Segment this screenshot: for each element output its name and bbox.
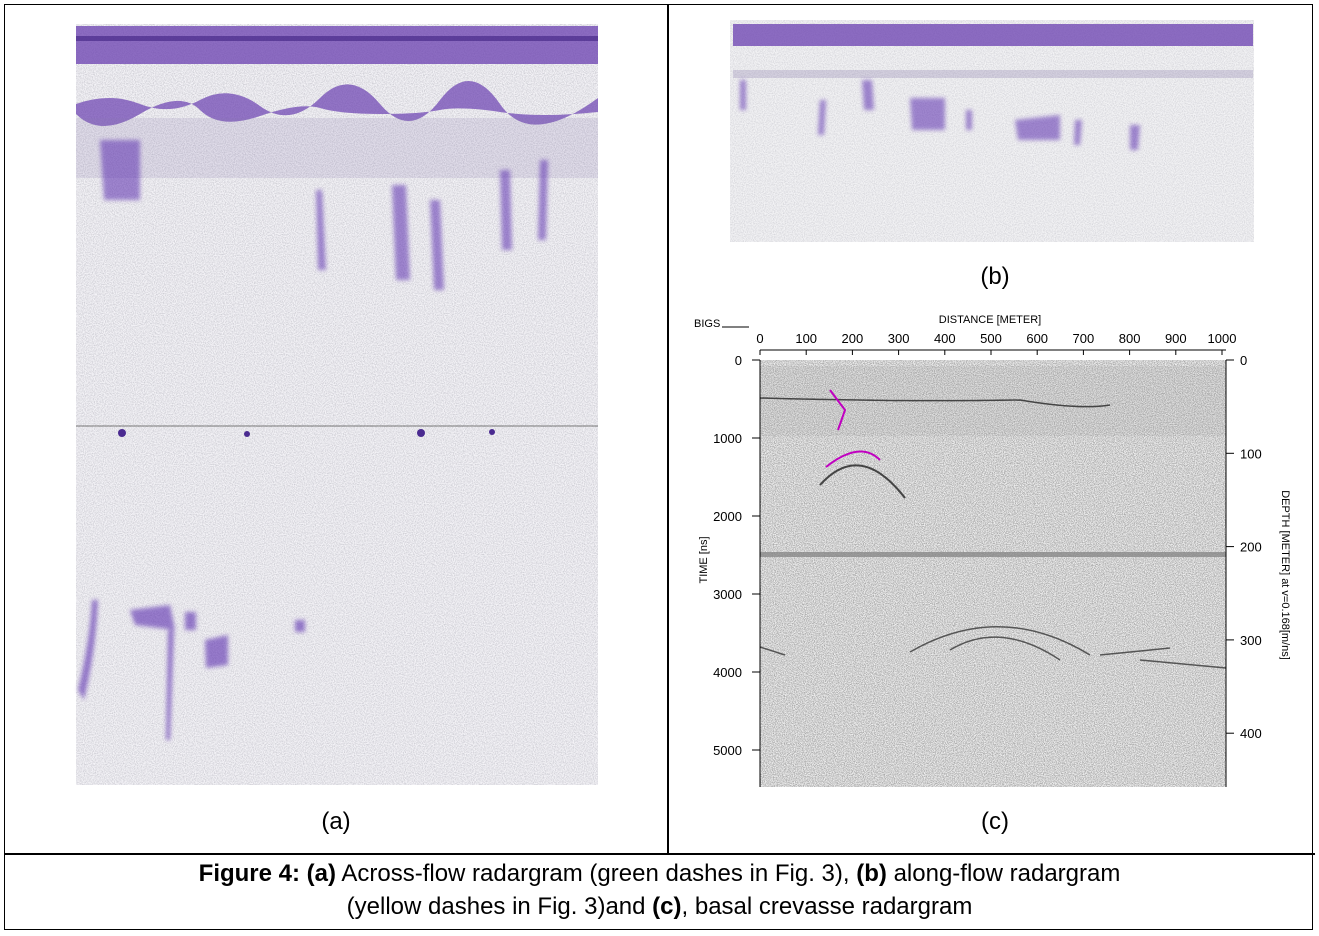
x-tick-label: 500 (980, 331, 1002, 346)
y-tick-label: 4000 (713, 665, 742, 680)
x-tick-label: 0 (756, 331, 763, 346)
caption-text: Across-flow radargram (green dashes in F… (341, 860, 850, 887)
figure-frame (4, 4, 1313, 930)
divider (667, 4, 669, 854)
y-tick-label: 1000 (713, 431, 742, 446)
caption-text: , basal crevasse radargram (681, 893, 973, 920)
y-axis-title: TIME [ns] (698, 536, 710, 583)
caption: Figure 4: (a) Across-flow radargram (gre… (4, 857, 1315, 923)
caption-text: along-flow radargram (893, 860, 1121, 887)
x-tick-label: 100 (795, 331, 817, 346)
y2-tick-label: 400 (1240, 726, 1262, 741)
x-tick-label: 300 (888, 331, 910, 346)
divider (4, 853, 1315, 855)
y-tick-label: 3000 (713, 587, 742, 602)
caption-bold: (a) (306, 860, 337, 887)
panel-label: (c) (981, 808, 1009, 835)
x-tick-label: 700 (1073, 331, 1095, 346)
plot-c: BIGS DISTANCE [METER] TIME [ns] DEPTH [M… (694, 314, 1291, 787)
radargram-a (76, 24, 598, 785)
y2-tick-label: 100 (1240, 446, 1262, 461)
y2-tick-label: 0 (1240, 353, 1247, 368)
panel-label: (a) (321, 808, 351, 835)
x-tick-label: 600 (1026, 331, 1048, 346)
corner-label: BIGS (694, 318, 720, 330)
y2-tick-label: 200 (1240, 540, 1262, 555)
y2-tick-label: 300 (1240, 633, 1262, 648)
x-axis-title: DISTANCE [METER] (939, 314, 1041, 326)
x-tick-label: 1000 (1208, 331, 1237, 346)
x-tick-label: 800 (1119, 331, 1141, 346)
caption-bold: (c) (652, 893, 682, 920)
radargram-b (730, 20, 1254, 242)
x-tick-label: 400 (934, 331, 956, 346)
y2-axis-title: DEPTH [METER] at v=0.168[m/ns] (1279, 490, 1291, 660)
y-tick-label: 0 (735, 353, 742, 368)
x-tick-label: 900 (1165, 331, 1187, 346)
y-tick-label: 5000 (713, 743, 742, 758)
radargram-c (759, 360, 1227, 787)
panel-label: (b) (980, 263, 1010, 290)
x-tick-label: 200 (842, 331, 864, 346)
caption-bold: (b) (856, 860, 887, 887)
caption-bold: Figure 4: (198, 860, 300, 887)
radargrams: BIGS DISTANCE [METER] TIME [ns] DEPTH [M… (76, 20, 1291, 787)
caption-text: (yellow dashes in Fig. 3)and (346, 893, 646, 920)
y-tick-label: 2000 (713, 509, 742, 524)
